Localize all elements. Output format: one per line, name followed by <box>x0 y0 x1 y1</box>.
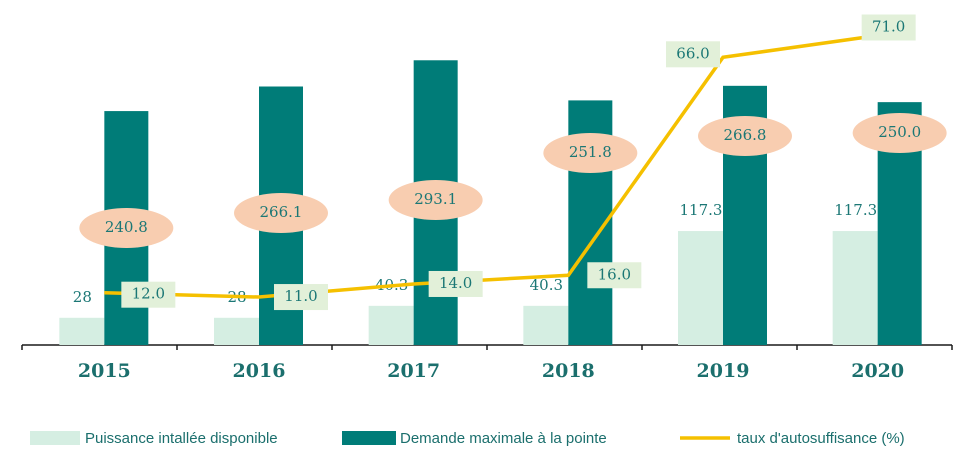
data-label: 66.0 <box>676 44 709 62</box>
label-box <box>428 270 483 297</box>
legend-swatch <box>342 431 396 445</box>
legend-label: Demande maximale à la pointe <box>400 430 607 447</box>
data-label: 28 <box>73 288 92 306</box>
data-label: 14.0 <box>439 274 472 292</box>
label-bubble <box>388 180 483 220</box>
data-label: 12.0 <box>132 285 165 303</box>
label-bubble <box>543 133 638 173</box>
bar <box>678 231 723 345</box>
label-bubble <box>852 113 947 153</box>
data-label: 266.1 <box>260 203 303 221</box>
data-label: 16.0 <box>598 265 631 283</box>
data-label: 117.3 <box>834 201 877 219</box>
label-box <box>587 262 642 289</box>
x-tick-label: 2020 <box>851 360 904 382</box>
bar <box>368 305 414 345</box>
bar <box>214 317 259 345</box>
data-label: 250.0 <box>878 123 921 141</box>
data-label: 117.3 <box>680 201 723 219</box>
label-bubble <box>79 208 174 248</box>
x-tick-label: 2017 <box>387 360 440 382</box>
data-label: 240.8 <box>105 218 148 236</box>
x-tick-label: 2016 <box>233 360 286 382</box>
data-label: 266.8 <box>724 126 767 144</box>
label-bubble <box>234 193 328 233</box>
bar <box>59 317 105 345</box>
label-box <box>274 284 328 311</box>
x-tick-label: 2015 <box>78 360 131 382</box>
legend-swatch <box>30 431 80 445</box>
data-label: 71.0 <box>872 18 905 36</box>
data-label: 11.0 <box>284 287 317 305</box>
bar <box>523 305 569 345</box>
label-box <box>861 14 916 41</box>
x-tick-label: 2018 <box>542 360 595 382</box>
label-box <box>121 281 176 308</box>
x-tick-label: 2019 <box>697 360 750 382</box>
line <box>104 33 878 299</box>
label-box <box>666 41 720 68</box>
legend-label: taux d'autosuffisance (%) <box>737 430 905 447</box>
label-bubble <box>698 116 792 156</box>
legend-label: Puissance intallée disponible <box>85 430 278 447</box>
bar <box>832 231 878 345</box>
data-label: 293.1 <box>414 190 457 208</box>
data-label: 40.3 <box>530 276 563 294</box>
data-label: 251.8 <box>569 143 612 161</box>
